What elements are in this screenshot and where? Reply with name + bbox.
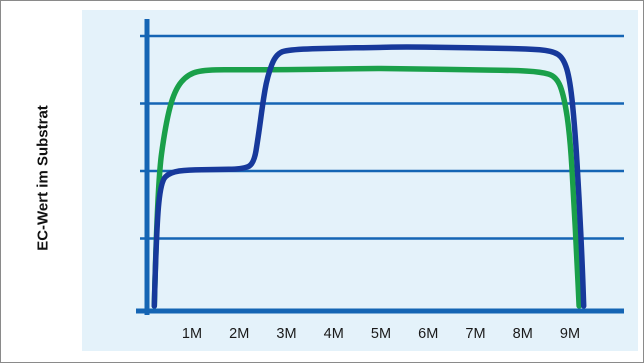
x-tick-label-2: 2M bbox=[229, 326, 249, 342]
x-tick-label-3: 3M bbox=[276, 326, 296, 342]
x-tick-labels: 1M 2M 3M 4M 5M 6M 7M 8M 9M bbox=[182, 326, 580, 342]
series-line-1 bbox=[151, 65, 582, 309]
x-tick-label-8: 8M bbox=[513, 326, 533, 342]
x-tick-label-7: 7M bbox=[465, 326, 485, 342]
axes bbox=[136, 19, 624, 315]
x-tick-label-5: 5M bbox=[371, 326, 391, 342]
x-tick-label-4: 4M bbox=[324, 326, 344, 342]
x-tick-label-6: 6M bbox=[418, 326, 438, 342]
series-line-2 bbox=[151, 44, 587, 309]
x-tick-label-1: 1M bbox=[182, 326, 202, 342]
series-lines bbox=[151, 44, 587, 309]
x-tick-label-9: 9M bbox=[560, 326, 580, 342]
